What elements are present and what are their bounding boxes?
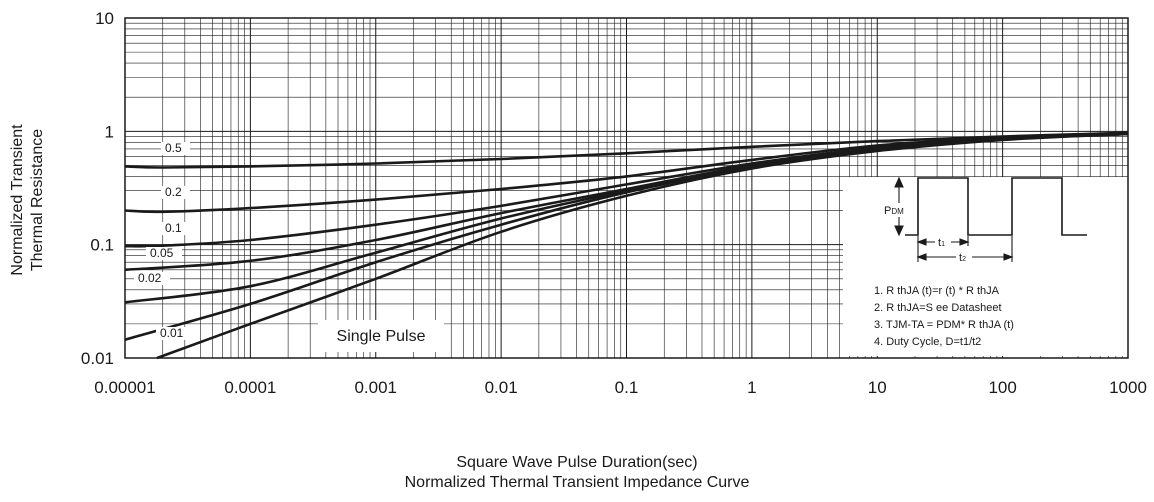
x-tick-label: 10 <box>868 378 887 397</box>
curve-label: 0.05 <box>150 246 174 260</box>
curve-label-background <box>161 186 190 199</box>
single-pulse-box: Single Pulse <box>318 320 444 352</box>
curves <box>124 131 1129 360</box>
curve-label: 0.01 <box>160 326 184 340</box>
inset-panel: PDM t1 t2 1. R thJA (t)=r (t) * R thJA 2… <box>843 176 1128 356</box>
x-tick-label: 100 <box>988 378 1016 397</box>
note-2: 2. R thJA=S ee Datasheet <box>874 302 1002 314</box>
note-1: 1. R thJA (t)=r (t) * R thJA <box>874 285 1000 297</box>
tick-labels: 0.00001 0.0001 0.001 0.01 0.1 1 10 100 10000.010… <box>81 9 1147 397</box>
single-pulse-background <box>318 320 444 352</box>
x-tick-label: 0.0001 <box>224 378 276 397</box>
curve-label: 0.5 <box>165 141 182 155</box>
t2-label: t2 <box>959 252 966 264</box>
y-tick-label: 10 <box>95 9 114 28</box>
x-axis-title: Square Wave Pulse Duration(sec) <box>456 454 698 471</box>
pdm-label: PDM <box>884 205 904 217</box>
single-pulse-label: Single Pulse <box>337 328 426 345</box>
curve-label: 0.1 <box>165 221 182 235</box>
x-tick-label: 1000 <box>1109 378 1147 397</box>
curve-label-background <box>156 327 192 340</box>
t1-label: t1 <box>938 237 945 249</box>
y-tick-label: 0.1 <box>90 236 114 255</box>
chart-caption: Normalized Thermal Transient Impedance C… <box>404 474 750 491</box>
note-3: 3. TJM-TA = PDM* R thJA (t) <box>874 319 1014 331</box>
curve-label: 0.02 <box>138 271 162 285</box>
curve-label-background <box>146 247 182 260</box>
curve-labels: 0.5 0.2 0.1 0.05 0.02 0.01 <box>134 141 192 340</box>
y-axis-title-line2: Thermal Resistance <box>29 129 46 271</box>
x-tick-label: 0.1 <box>615 378 639 397</box>
y-axis-title-line1: Normalized Transient <box>9 124 26 276</box>
plot-frame <box>124 17 1129 359</box>
note-4: 4. Duty Cycle, D=t1/t2 <box>874 336 981 348</box>
x-tick-label: 0.001 <box>354 378 397 397</box>
curve-label-background <box>161 142 190 155</box>
x-tick-label: 0.00001 <box>94 378 155 397</box>
x-tick-label: 1 <box>747 378 756 397</box>
series-line <box>124 131 1129 169</box>
y-tick-label: 1 <box>105 122 114 141</box>
curve-label-background <box>134 272 170 285</box>
curve-label: 0.2 <box>165 185 182 199</box>
series-line <box>156 132 1129 360</box>
y-axis-title: Normalized Transient Thermal Resistance <box>9 124 46 276</box>
y-tick-label: 0.01 <box>81 349 114 368</box>
x-tick-label: 0.01 <box>485 378 518 397</box>
curve-label-background <box>161 222 190 235</box>
chart-svg: 0.00001 0.0001 0.001 0.01 0.1 1 10 100 10000.010… <box>9 9 1147 397</box>
pulse-waveform <box>905 177 1087 236</box>
